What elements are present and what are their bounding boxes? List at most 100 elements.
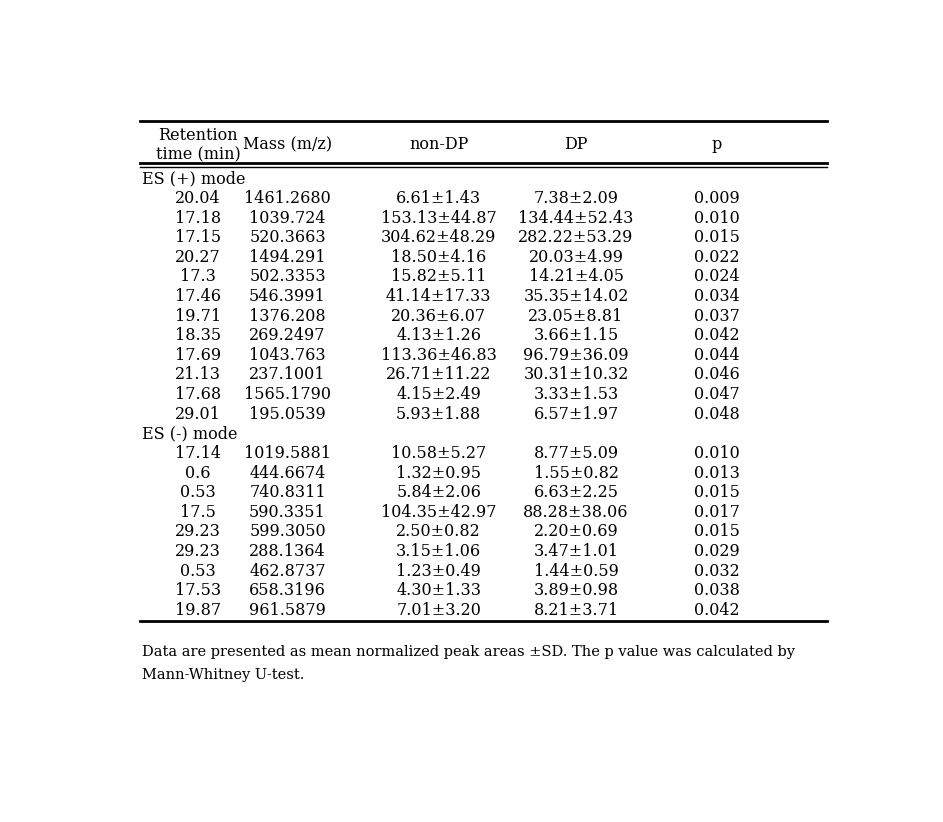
Text: 29.01: 29.01	[175, 406, 221, 423]
Text: 2.20±0.69: 2.20±0.69	[534, 524, 619, 540]
Text: 5.93±1.88: 5.93±1.88	[396, 406, 481, 423]
Text: ES (+) mode: ES (+) mode	[142, 170, 245, 187]
Text: 29.23: 29.23	[175, 524, 221, 540]
Text: Retention
time (min): Retention time (min)	[156, 127, 240, 163]
Text: 3.89±0.98: 3.89±0.98	[534, 582, 619, 599]
Text: 41.14±17.33: 41.14±17.33	[386, 288, 491, 305]
Text: 0.013: 0.013	[694, 464, 740, 482]
Text: 304.62±48.29: 304.62±48.29	[381, 229, 496, 246]
Text: 20.04: 20.04	[175, 190, 221, 207]
Text: 0.048: 0.048	[694, 406, 739, 423]
Text: 0.034: 0.034	[694, 288, 739, 305]
Text: 6.63±2.25: 6.63±2.25	[534, 484, 619, 501]
Text: 0.022: 0.022	[694, 249, 739, 266]
Text: ES (-) mode: ES (-) mode	[142, 425, 238, 442]
Text: 3.33±1.53: 3.33±1.53	[534, 386, 619, 403]
Text: 17.68: 17.68	[175, 386, 222, 403]
Text: 0.53: 0.53	[180, 563, 216, 580]
Text: 288.1364: 288.1364	[249, 543, 326, 560]
Text: 0.53: 0.53	[180, 484, 216, 501]
Text: 17.5: 17.5	[180, 504, 216, 521]
Text: 0.015: 0.015	[694, 484, 740, 501]
Text: 0.015: 0.015	[694, 524, 740, 540]
Text: 10.58±5.27: 10.58±5.27	[391, 445, 487, 462]
Text: 599.3050: 599.3050	[249, 524, 326, 540]
Text: 96.79±36.09: 96.79±36.09	[523, 347, 629, 364]
Text: 8.21±3.71: 8.21±3.71	[534, 602, 619, 619]
Text: 0.037: 0.037	[694, 307, 740, 325]
Text: 658.3196: 658.3196	[249, 582, 326, 599]
Text: 0.038: 0.038	[694, 582, 740, 599]
Text: 18.35: 18.35	[175, 327, 222, 344]
Text: 17.53: 17.53	[175, 582, 222, 599]
Text: 19.87: 19.87	[175, 602, 222, 619]
Text: 3.66±1.15: 3.66±1.15	[534, 327, 619, 344]
Text: 21.13: 21.13	[175, 367, 222, 384]
Text: 17.15: 17.15	[175, 229, 222, 246]
Text: 3.47±1.01: 3.47±1.01	[534, 543, 619, 560]
Text: 1039.724: 1039.724	[249, 210, 325, 227]
Text: 0.017: 0.017	[694, 504, 740, 521]
Text: 20.03±4.99: 20.03±4.99	[528, 249, 623, 266]
Text: 1494.291: 1494.291	[249, 249, 325, 266]
Text: 19.71: 19.71	[175, 307, 222, 325]
Text: 20.36±6.07: 20.36±6.07	[391, 307, 487, 325]
Text: Data are presented as mean normalized peak areas ±SD. The p value was calculated: Data are presented as mean normalized pe…	[142, 645, 795, 659]
Text: 17.69: 17.69	[175, 347, 222, 364]
Text: 3.15±1.06: 3.15±1.06	[396, 543, 481, 560]
Text: 18.50±4.16: 18.50±4.16	[391, 249, 487, 266]
Text: 1461.2680: 1461.2680	[244, 190, 331, 207]
Text: 1.44±0.59: 1.44±0.59	[534, 563, 619, 580]
Text: 4.13±1.26: 4.13±1.26	[396, 327, 481, 344]
Text: 29.23: 29.23	[175, 543, 221, 560]
Text: Mass (m/z): Mass (m/z)	[243, 136, 332, 154]
Text: 1019.5881: 1019.5881	[244, 445, 331, 462]
Text: 520.3663: 520.3663	[249, 229, 326, 246]
Text: 15.82±5.11: 15.82±5.11	[391, 268, 487, 285]
Text: 35.35±14.02: 35.35±14.02	[523, 288, 629, 305]
Text: 546.3991: 546.3991	[249, 288, 326, 305]
Text: 0.029: 0.029	[694, 543, 739, 560]
Text: 0.010: 0.010	[694, 210, 739, 227]
Text: 30.31±10.32: 30.31±10.32	[523, 367, 629, 384]
Text: 7.01±3.20: 7.01±3.20	[396, 602, 481, 619]
Text: non-DP: non-DP	[409, 136, 469, 154]
Text: 0.042: 0.042	[694, 602, 739, 619]
Text: 0.032: 0.032	[694, 563, 739, 580]
Text: 282.22±53.29: 282.22±53.29	[519, 229, 634, 246]
Text: 1376.208: 1376.208	[249, 307, 326, 325]
Text: 590.3351: 590.3351	[249, 504, 326, 521]
Text: 23.05±8.81: 23.05±8.81	[528, 307, 623, 325]
Text: 5.84±2.06: 5.84±2.06	[396, 484, 481, 501]
Text: 502.3353: 502.3353	[249, 268, 326, 285]
Text: 1.32±0.95: 1.32±0.95	[396, 464, 481, 482]
Text: Mann-Whitney U-test.: Mann-Whitney U-test.	[142, 668, 305, 682]
Text: 104.35±42.97: 104.35±42.97	[381, 504, 496, 521]
Text: 4.15±2.49: 4.15±2.49	[396, 386, 481, 403]
Text: 8.77±5.09: 8.77±5.09	[534, 445, 619, 462]
Text: 462.8737: 462.8737	[249, 563, 326, 580]
Text: 113.36±46.83: 113.36±46.83	[381, 347, 497, 364]
Text: 2.50±0.82: 2.50±0.82	[396, 524, 481, 540]
Text: 961.5879: 961.5879	[249, 602, 326, 619]
Text: 4.30±1.33: 4.30±1.33	[396, 582, 481, 599]
Text: 444.6674: 444.6674	[249, 464, 325, 482]
Text: 0.6: 0.6	[186, 464, 211, 482]
Text: 1043.763: 1043.763	[249, 347, 326, 364]
Text: 17.18: 17.18	[175, 210, 222, 227]
Text: 88.28±38.06: 88.28±38.06	[523, 504, 629, 521]
Text: 0.024: 0.024	[694, 268, 739, 285]
Text: 26.71±11.22: 26.71±11.22	[386, 367, 491, 384]
Text: 17.14: 17.14	[175, 445, 222, 462]
Text: p: p	[712, 136, 722, 154]
Text: 7.38±2.09: 7.38±2.09	[534, 190, 619, 207]
Text: 6.61±1.43: 6.61±1.43	[396, 190, 481, 207]
Text: 0.047: 0.047	[694, 386, 739, 403]
Text: 6.57±1.97: 6.57±1.97	[534, 406, 619, 423]
Text: 14.21±4.05: 14.21±4.05	[528, 268, 623, 285]
Text: 153.13±44.87: 153.13±44.87	[381, 210, 497, 227]
Text: 0.042: 0.042	[694, 327, 739, 344]
Text: 20.27: 20.27	[175, 249, 221, 266]
Text: 269.2497: 269.2497	[249, 327, 325, 344]
Text: 1565.1790: 1565.1790	[244, 386, 331, 403]
